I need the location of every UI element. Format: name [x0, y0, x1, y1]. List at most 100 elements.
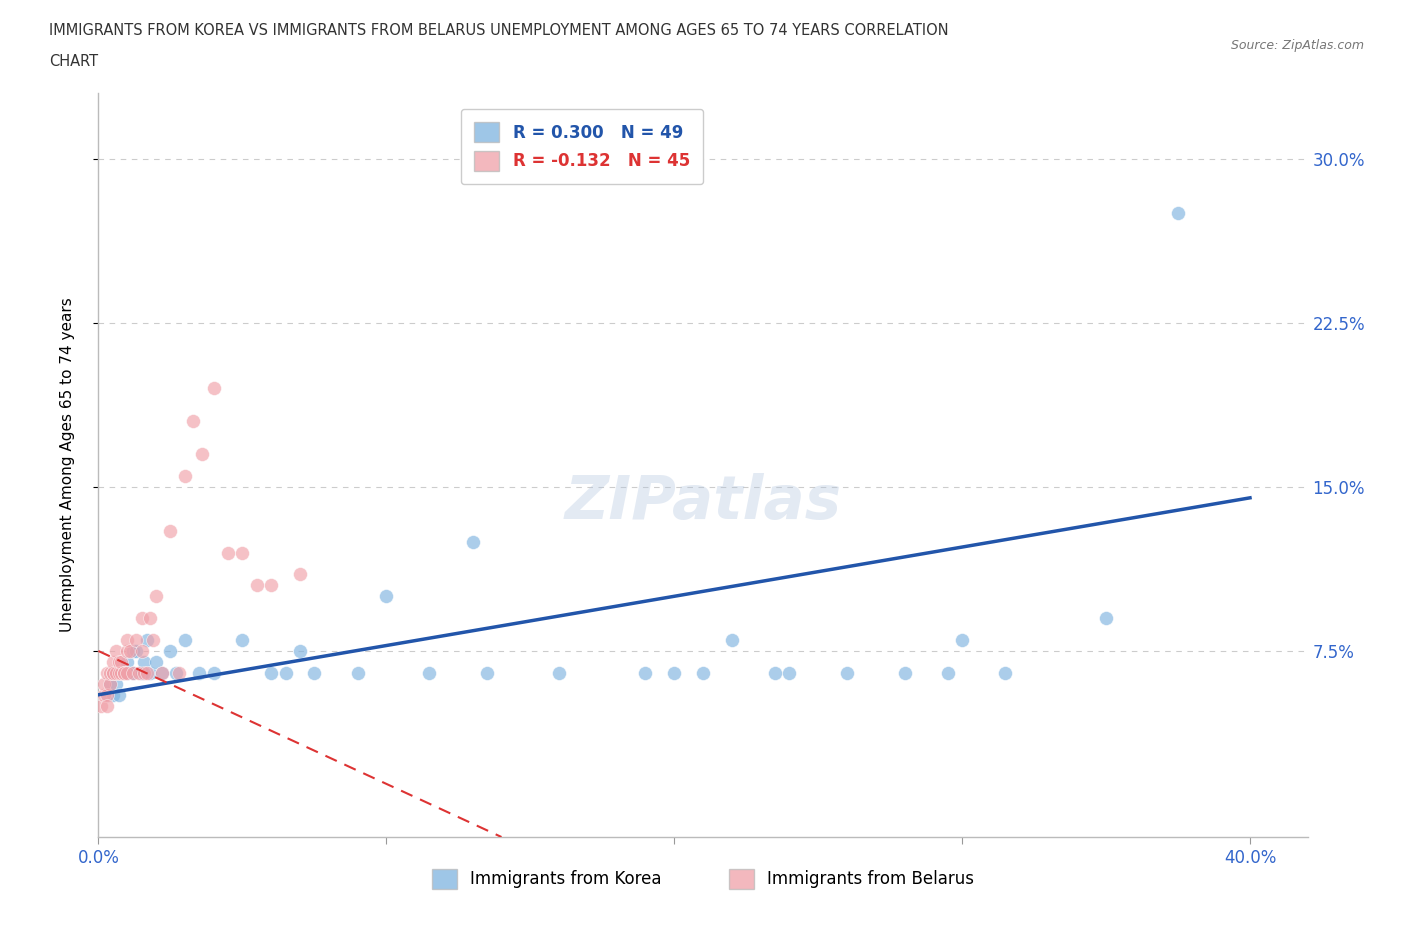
- Text: ZIPatlas: ZIPatlas: [564, 472, 842, 532]
- Point: [110, 666, 132, 681]
- Point: [167, 666, 190, 681]
- Point: [122, 666, 145, 681]
- Point: [136, 632, 159, 647]
- Point: [159, 644, 181, 658]
- Point: [131, 611, 153, 626]
- Point: [107, 666, 129, 681]
- Point: [122, 644, 145, 658]
- Point: [112, 666, 135, 681]
- Point: [134, 666, 156, 681]
- Point: [994, 666, 1017, 681]
- Point: [418, 666, 440, 681]
- Point: [217, 545, 239, 560]
- Point: [107, 655, 129, 670]
- Point: [96, 666, 118, 681]
- Text: CHART: CHART: [49, 54, 98, 69]
- Point: [115, 655, 138, 670]
- Point: [274, 666, 297, 681]
- Point: [101, 655, 124, 670]
- Point: [139, 666, 162, 681]
- Point: [115, 632, 138, 647]
- Point: [173, 632, 195, 647]
- Point: [112, 666, 135, 681]
- Point: [231, 632, 253, 647]
- Point: [112, 666, 135, 681]
- Point: [101, 666, 124, 681]
- Point: [115, 644, 138, 658]
- Point: [375, 589, 398, 604]
- Point: [260, 578, 283, 592]
- Point: [145, 589, 167, 604]
- Point: [93, 687, 115, 702]
- Point: [165, 666, 187, 681]
- Point: [125, 644, 148, 658]
- Point: [96, 687, 118, 702]
- Legend: Immigrants from Korea, Immigrants from Belarus: Immigrants from Korea, Immigrants from B…: [426, 862, 980, 896]
- Point: [101, 666, 124, 681]
- Point: [191, 446, 214, 461]
- Point: [142, 632, 165, 647]
- Point: [101, 687, 124, 702]
- Point: [131, 666, 153, 681]
- Point: [96, 687, 118, 702]
- Point: [104, 676, 127, 691]
- Point: [110, 655, 132, 670]
- Point: [1167, 206, 1189, 220]
- Y-axis label: Unemployment Among Ages 65 to 74 years: Unemployment Among Ages 65 to 74 years: [60, 298, 75, 632]
- Point: [288, 567, 311, 582]
- Point: [128, 666, 150, 681]
- Point: [304, 666, 326, 681]
- Point: [173, 469, 195, 484]
- Point: [461, 534, 484, 549]
- Point: [101, 666, 124, 681]
- Point: [246, 578, 269, 592]
- Point: [115, 666, 138, 681]
- Point: [763, 666, 786, 681]
- Text: IMMIGRANTS FROM KOREA VS IMMIGRANTS FROM BELARUS UNEMPLOYMENT AMONG AGES 65 TO 7: IMMIGRANTS FROM KOREA VS IMMIGRANTS FROM…: [49, 23, 949, 38]
- Point: [98, 666, 121, 681]
- Point: [778, 666, 800, 681]
- Point: [720, 632, 742, 647]
- Point: [136, 666, 159, 681]
- Point: [115, 666, 138, 681]
- Point: [835, 666, 858, 681]
- Point: [145, 655, 167, 670]
- Point: [950, 632, 973, 647]
- Point: [634, 666, 657, 681]
- Point: [1095, 611, 1118, 626]
- Point: [159, 524, 181, 538]
- Point: [98, 676, 121, 691]
- Point: [346, 666, 368, 681]
- Point: [260, 666, 283, 681]
- Text: Source: ZipAtlas.com: Source: ZipAtlas.com: [1230, 39, 1364, 52]
- Point: [131, 666, 153, 681]
- Point: [936, 666, 959, 681]
- Point: [110, 666, 132, 681]
- Point: [288, 644, 311, 658]
- Point: [202, 381, 225, 396]
- Point: [475, 666, 498, 681]
- Point: [131, 644, 153, 658]
- Point: [125, 632, 148, 647]
- Point: [98, 676, 121, 691]
- Point: [122, 666, 145, 681]
- Point: [664, 666, 686, 681]
- Point: [90, 698, 112, 713]
- Point: [120, 644, 142, 658]
- Point: [139, 611, 162, 626]
- Point: [93, 676, 115, 691]
- Point: [188, 666, 211, 681]
- Point: [150, 666, 173, 681]
- Point: [231, 545, 253, 560]
- Point: [893, 666, 915, 681]
- Point: [104, 666, 127, 681]
- Point: [692, 666, 714, 681]
- Point: [150, 666, 173, 681]
- Point: [107, 687, 129, 702]
- Point: [134, 655, 156, 670]
- Point: [183, 414, 205, 429]
- Point: [548, 666, 571, 681]
- Point: [202, 666, 225, 681]
- Point: [96, 698, 118, 713]
- Point: [104, 644, 127, 658]
